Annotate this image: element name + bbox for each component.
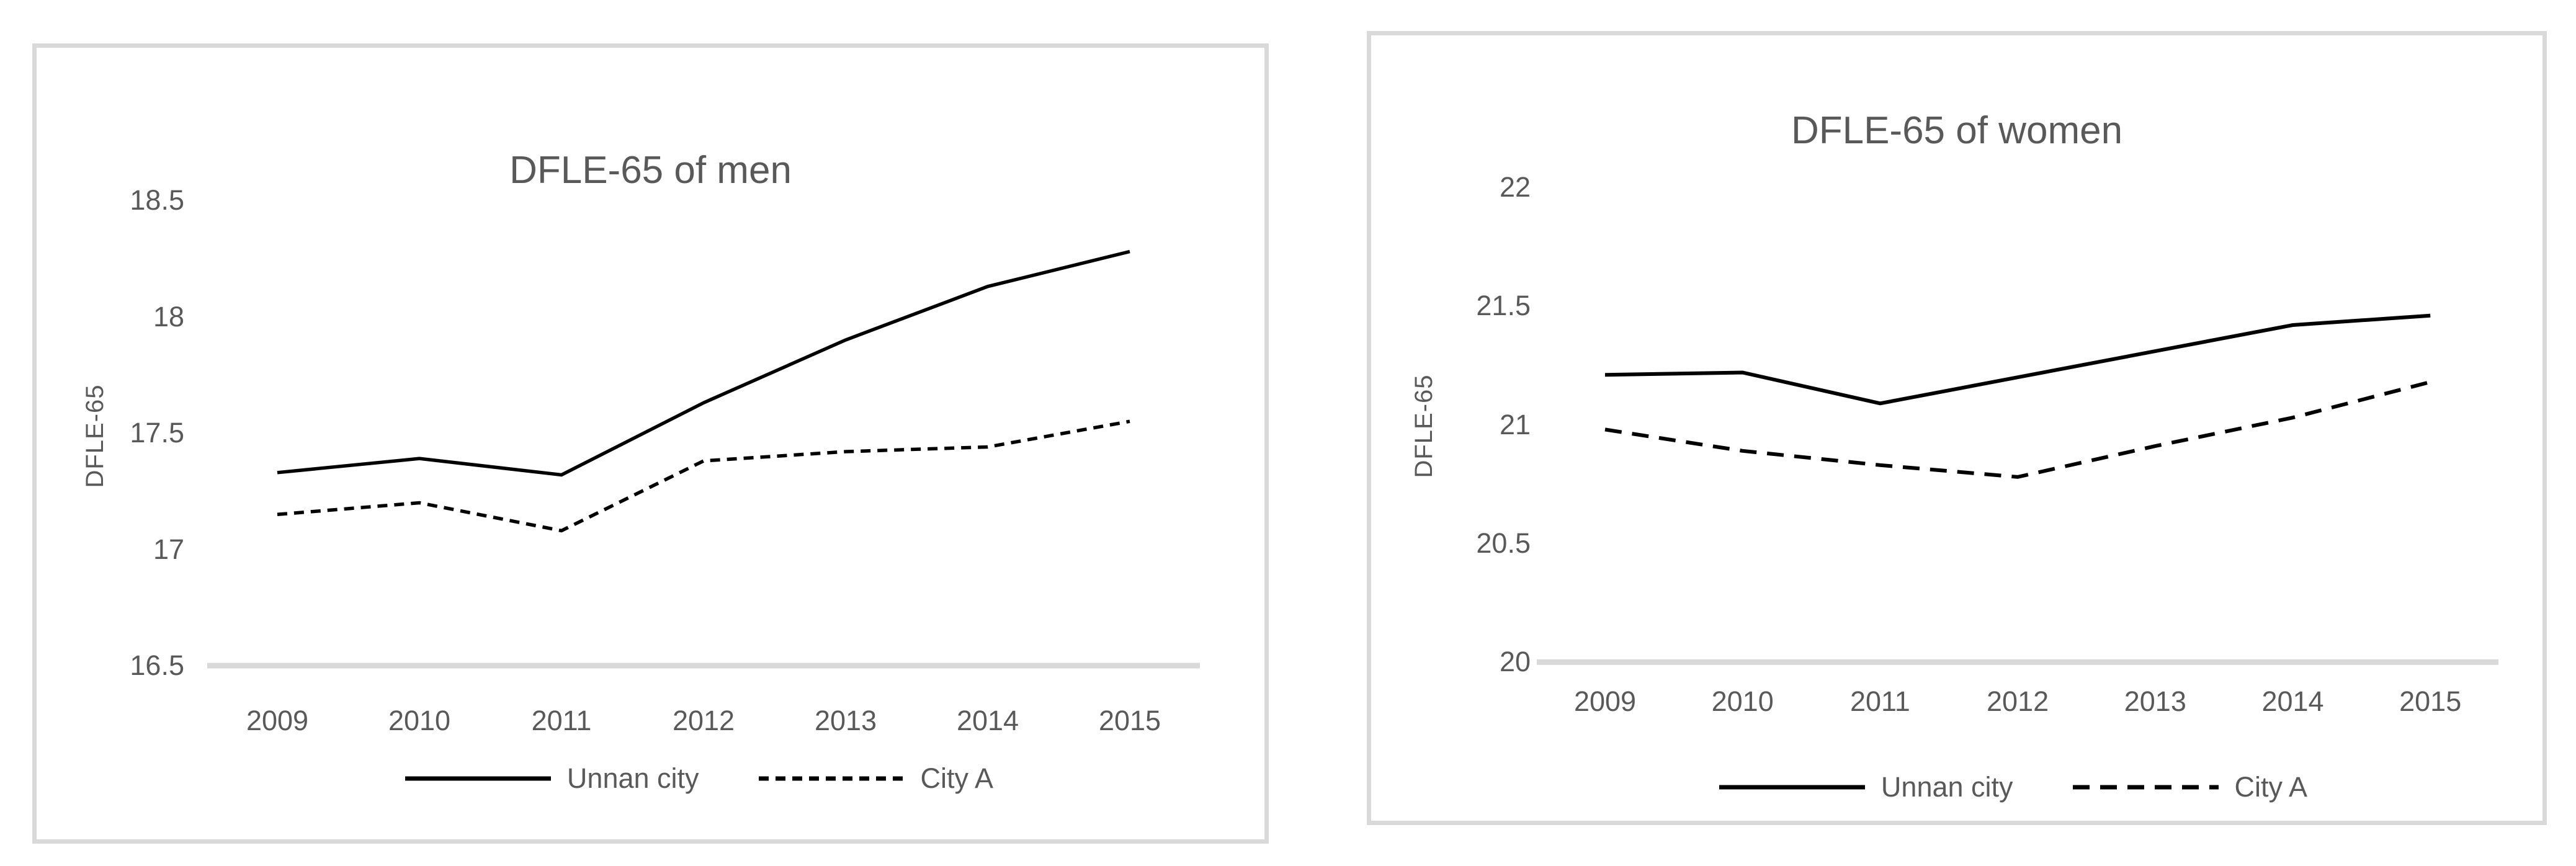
legend: Unnan city City A (1629, 762, 2398, 812)
x-tick-label: 2010 (1711, 685, 1774, 717)
legend-label: Unnan city (1881, 771, 2013, 803)
x-tick-label: 2010 (388, 705, 451, 736)
x-tick-label: 2014 (956, 705, 1019, 736)
x-tick-label: 2015 (1098, 705, 1161, 736)
legend-item-city-a: City A (2072, 769, 2308, 806)
chart-dfle65-women: DFLE-65 of women DFLE-65 22 21.5 21 20.5 20 … (1367, 31, 2547, 825)
legend: Unnan city City A (315, 754, 1084, 803)
x-tick-label: 2012 (1987, 685, 2049, 717)
x-tick-label: 2013 (2124, 685, 2186, 717)
y-tick-label: 17 (153, 533, 184, 565)
x-tick-label: 2009 (246, 705, 309, 736)
chart-dfle65-men: DFLE-65 of men DFLE-65 18.5 18 17.5 17 16.5 … (32, 43, 1269, 844)
x-tick-label: 2014 (2261, 685, 2324, 717)
legend-label: Unnan city (566, 762, 699, 794)
y-tick-label: 20.5 (1476, 527, 1531, 560)
y-tick-label: 21 (1499, 408, 1531, 440)
legend-label: City A (2234, 771, 2308, 803)
x-tick-label: 2015 (2399, 685, 2462, 717)
legend-solid-line-icon (1719, 785, 1865, 790)
x-tick-label: 2011 (531, 705, 592, 736)
x-tick-label: 2011 (1850, 685, 1910, 717)
y-tick-label: 22 (1499, 171, 1531, 203)
legend-dashed-line-icon (758, 776, 905, 781)
x-tick-label: 2009 (1573, 685, 1637, 717)
series-line-city-a (277, 419, 1130, 533)
chart-title: DFLE-65 of women (1791, 109, 2123, 152)
y-tick-label: 16.5 (130, 650, 184, 681)
plot-area (1537, 313, 2498, 665)
plot-area (207, 249, 1200, 669)
y-tick-label: 21.5 (1476, 290, 1531, 322)
series-line-city-a (1604, 380, 2431, 479)
legend-item-unnan-city: Unnan city (405, 760, 699, 797)
y-tick-label: 18.5 (130, 184, 184, 216)
x-tick-label: 2013 (814, 705, 877, 736)
legend-dashed-line-icon (2072, 785, 2219, 790)
y-tick-label: 18 (153, 300, 184, 333)
legend-item-unnan-city: Unnan city (1719, 769, 2013, 806)
y-tick-label: 17.5 (130, 417, 184, 449)
legend-label: City A (920, 762, 994, 794)
y-tick-label: 20 (1499, 646, 1531, 678)
chart-title: DFLE-65 of men (509, 149, 792, 192)
legend-solid-line-icon (405, 776, 551, 781)
series-line-unnan-city (277, 249, 1130, 477)
legend-item-city-a: City A (758, 760, 994, 797)
x-tick-label: 2012 (672, 705, 735, 736)
series-line-unnan-city (1604, 313, 2431, 406)
